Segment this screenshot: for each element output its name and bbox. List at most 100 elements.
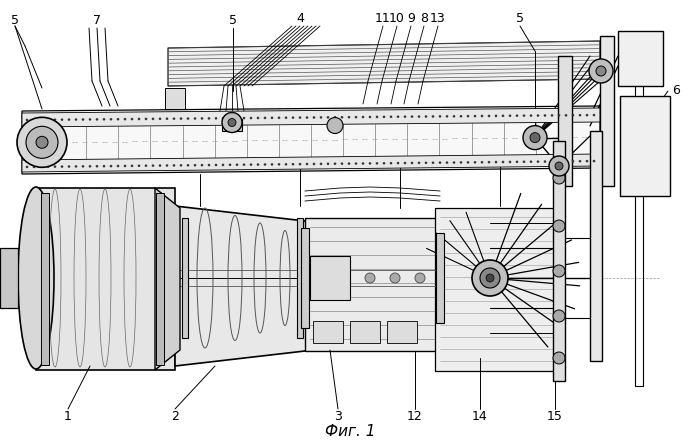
Circle shape <box>229 164 231 166</box>
Circle shape <box>152 165 154 167</box>
Circle shape <box>236 117 238 120</box>
Circle shape <box>432 115 434 118</box>
Text: 12: 12 <box>407 409 423 422</box>
Circle shape <box>173 164 175 167</box>
Circle shape <box>488 115 490 117</box>
Bar <box>558 56 572 186</box>
Circle shape <box>425 116 427 118</box>
Text: 2: 2 <box>171 409 179 422</box>
Polygon shape <box>175 206 325 366</box>
Circle shape <box>124 118 126 120</box>
Bar <box>305 218 440 351</box>
Circle shape <box>243 117 245 119</box>
Circle shape <box>355 116 357 118</box>
Circle shape <box>549 156 569 176</box>
Circle shape <box>117 118 119 120</box>
Circle shape <box>453 115 455 117</box>
Circle shape <box>243 164 245 166</box>
Circle shape <box>26 126 58 158</box>
Circle shape <box>17 117 67 167</box>
Circle shape <box>341 162 343 165</box>
Circle shape <box>131 165 133 167</box>
Text: Фиг. 1: Фиг. 1 <box>325 425 375 439</box>
Bar <box>436 233 444 323</box>
Circle shape <box>411 116 413 118</box>
Bar <box>222 119 242 131</box>
Circle shape <box>551 160 553 163</box>
Bar <box>590 131 602 361</box>
Circle shape <box>271 117 273 119</box>
Circle shape <box>264 163 266 165</box>
Bar <box>635 76 643 386</box>
Circle shape <box>362 162 364 165</box>
Circle shape <box>460 115 462 117</box>
Bar <box>618 31 663 86</box>
Circle shape <box>229 117 231 120</box>
Circle shape <box>96 118 98 120</box>
Circle shape <box>278 116 280 119</box>
Circle shape <box>159 165 161 167</box>
Text: 5: 5 <box>229 15 237 28</box>
Bar <box>297 218 303 338</box>
Circle shape <box>460 161 462 164</box>
Circle shape <box>292 163 294 165</box>
Circle shape <box>61 119 63 121</box>
Circle shape <box>285 116 287 119</box>
Circle shape <box>404 116 406 118</box>
Bar <box>301 228 309 328</box>
Circle shape <box>334 162 336 165</box>
Circle shape <box>26 119 28 121</box>
Circle shape <box>222 117 224 120</box>
Circle shape <box>250 117 252 119</box>
Circle shape <box>40 119 42 121</box>
Circle shape <box>572 114 574 116</box>
Bar <box>41 193 49 365</box>
Circle shape <box>306 116 308 119</box>
Circle shape <box>320 163 322 165</box>
Circle shape <box>383 116 385 118</box>
Circle shape <box>327 163 329 165</box>
Circle shape <box>201 164 203 166</box>
Circle shape <box>292 116 294 119</box>
Bar <box>387 321 417 343</box>
Circle shape <box>173 117 175 120</box>
Circle shape <box>365 273 375 283</box>
Circle shape <box>369 162 371 165</box>
Circle shape <box>208 164 210 166</box>
Bar <box>165 88 185 109</box>
Circle shape <box>348 162 350 165</box>
Circle shape <box>299 116 301 119</box>
Circle shape <box>553 352 565 364</box>
Text: 7: 7 <box>93 15 101 28</box>
Circle shape <box>530 114 532 117</box>
Bar <box>182 218 188 338</box>
Circle shape <box>516 115 518 117</box>
Circle shape <box>138 118 140 120</box>
Circle shape <box>516 161 518 163</box>
Circle shape <box>390 273 400 283</box>
Circle shape <box>509 115 511 117</box>
Circle shape <box>558 160 560 163</box>
Circle shape <box>397 162 399 164</box>
Circle shape <box>201 117 203 120</box>
Bar <box>0 248 18 308</box>
Circle shape <box>75 118 77 121</box>
Circle shape <box>495 115 497 117</box>
Circle shape <box>579 114 581 116</box>
Text: 10: 10 <box>389 12 405 25</box>
Bar <box>553 141 565 381</box>
Polygon shape <box>155 188 180 370</box>
Circle shape <box>425 161 427 164</box>
Circle shape <box>33 119 35 121</box>
Circle shape <box>418 116 420 118</box>
Bar <box>313 321 343 343</box>
Circle shape <box>453 161 455 164</box>
Circle shape <box>327 116 329 119</box>
Circle shape <box>145 118 147 120</box>
Circle shape <box>565 114 567 116</box>
Text: 6: 6 <box>672 84 680 98</box>
Circle shape <box>446 115 448 118</box>
Circle shape <box>68 118 70 121</box>
Polygon shape <box>168 41 600 86</box>
Polygon shape <box>22 154 600 172</box>
